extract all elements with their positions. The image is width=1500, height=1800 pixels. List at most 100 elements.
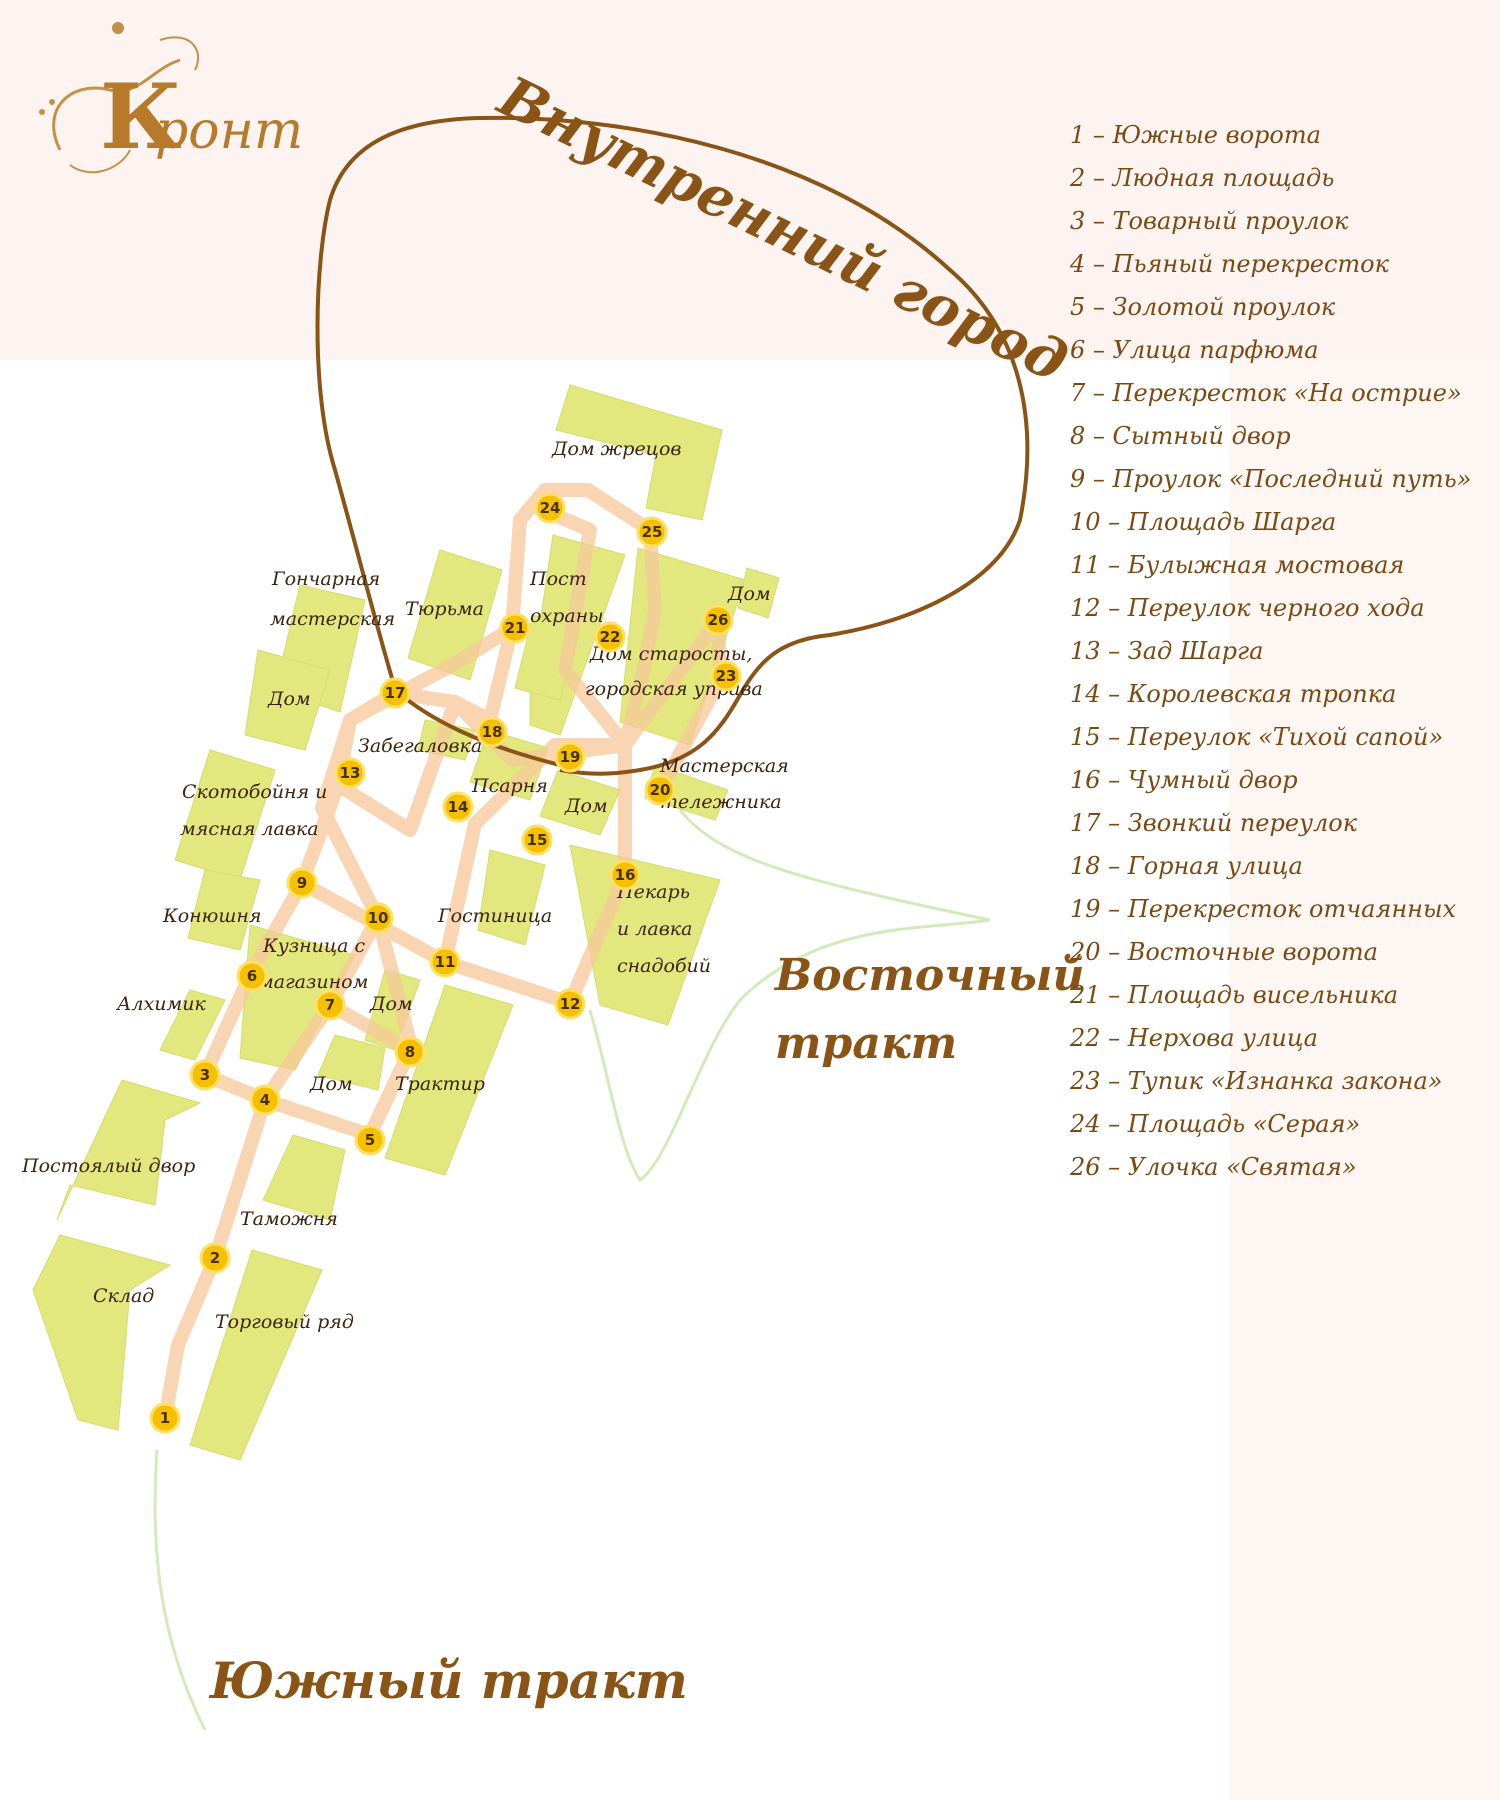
east-road-title-2: тракт xyxy=(775,1018,957,1069)
svg-text:19: 19 xyxy=(560,748,581,766)
label-house-5: Дом xyxy=(309,1073,353,1095)
roads-green xyxy=(153,809,991,1731)
marker-3[interactable]: 3 xyxy=(189,1059,221,1091)
svg-text:4: 4 xyxy=(260,1091,270,1109)
legend-item: 8 – Сытный двор xyxy=(1070,422,1291,450)
label-house-3: Дом xyxy=(564,795,608,817)
marker-1[interactable]: 1 xyxy=(149,1402,181,1434)
label-baker-3: снадобий xyxy=(617,955,711,977)
svg-text:14: 14 xyxy=(448,798,469,816)
marker-2[interactable]: 2 xyxy=(199,1242,231,1274)
right-band xyxy=(1230,360,1500,1800)
legend-item: 18 – Горная улица xyxy=(1070,852,1303,880)
marker-25[interactable]: 25 xyxy=(636,516,668,548)
marker-17[interactable]: 17 xyxy=(379,677,411,709)
label-customs: Таможня xyxy=(240,1208,338,1230)
marker-15[interactable]: 15 xyxy=(521,824,553,856)
label-smith-1: Кузница с xyxy=(262,935,365,957)
svg-text:26: 26 xyxy=(708,611,729,629)
marker-6[interactable]: 6 xyxy=(236,960,268,992)
buildings xyxy=(32,384,780,1461)
marker-19[interactable]: 19 xyxy=(554,741,586,773)
svg-text:7: 7 xyxy=(325,996,335,1014)
svg-text:17: 17 xyxy=(385,684,406,702)
label-alchemist: Алхимик xyxy=(115,993,206,1015)
marker-26[interactable]: 26 xyxy=(702,604,734,636)
legend: 1 – Южные ворота 2 – Людная площадь 3 – … xyxy=(1069,121,1471,1181)
svg-text:13: 13 xyxy=(340,764,361,782)
marker-12[interactable]: 12 xyxy=(554,988,586,1020)
legend-item: 16 – Чумный двор xyxy=(1070,766,1298,794)
label-guard-1: Пост xyxy=(529,568,587,590)
marker-21[interactable]: 21 xyxy=(499,612,531,644)
south-road-title: Южный тракт xyxy=(208,1651,688,1710)
svg-text:24: 24 xyxy=(540,499,561,517)
svg-text:1: 1 xyxy=(160,1409,170,1427)
marker-23[interactable]: 23 xyxy=(710,660,742,692)
label-potter-1: Гончарная xyxy=(271,568,380,590)
legend-item: 11 – Булыжная мостовая xyxy=(1070,551,1404,579)
svg-text:22: 22 xyxy=(600,628,621,646)
legend-item: 10 – Площадь Шарга xyxy=(1070,508,1336,536)
svg-text:21: 21 xyxy=(505,619,526,637)
marker-11[interactable]: 11 xyxy=(429,946,461,978)
marker-22[interactable]: 22 xyxy=(594,621,626,653)
marker-9[interactable]: 9 xyxy=(286,867,318,899)
svg-text:10: 10 xyxy=(368,909,389,927)
marker-18[interactable]: 18 xyxy=(476,716,508,748)
logo: К ронт xyxy=(39,22,303,174)
label-cart-2: тележника xyxy=(660,791,782,813)
east-road-title-1: Восточный xyxy=(773,950,1085,1001)
label-smith-2: магазином xyxy=(258,971,368,993)
building-labels: Дом жрецов Гончарная мастерская Тюрьма П… xyxy=(21,438,789,1333)
svg-text:12: 12 xyxy=(560,995,581,1013)
marker-8[interactable]: 8 xyxy=(394,1036,426,1068)
legend-item: 4 – Пьяный перекресток xyxy=(1069,250,1390,278)
label-inn: Гостиница xyxy=(437,905,552,927)
label-potter-2: мастерская xyxy=(270,608,395,630)
svg-text:5: 5 xyxy=(365,1131,375,1149)
legend-item: 13 – Зад Шарга xyxy=(1070,637,1263,665)
label-lodging: Постоялый двор xyxy=(21,1155,195,1177)
route-network xyxy=(158,483,727,1425)
inner-city-boundary xyxy=(315,115,1030,776)
label-stable: Конюшня xyxy=(162,905,261,927)
legend-item: 20 – Восточные ворота xyxy=(1069,938,1378,966)
marker-7[interactable]: 7 xyxy=(314,989,346,1021)
label-house-2: Дом xyxy=(267,688,311,710)
svg-text:15: 15 xyxy=(527,831,548,849)
label-prison: Тюрьма xyxy=(405,598,484,620)
legend-item: 14 – Королевская тропка xyxy=(1070,680,1396,708)
legend-item: 19 – Перекресток отчаянных xyxy=(1070,895,1457,923)
marker-14[interactable]: 14 xyxy=(442,791,474,823)
label-tavern-small: Забегаловка xyxy=(358,735,482,757)
legend-item: 5 – Золотой проулок xyxy=(1070,293,1336,321)
label-priests: Дом жрецов xyxy=(551,438,681,460)
marker-20[interactable]: 20 xyxy=(644,774,676,806)
svg-text:25: 25 xyxy=(642,523,663,541)
label-kennel: Псарня xyxy=(471,775,548,797)
marker-5[interactable]: 5 xyxy=(354,1124,386,1156)
svg-text:20: 20 xyxy=(650,781,671,799)
svg-text:3: 3 xyxy=(200,1066,210,1084)
svg-text:9: 9 xyxy=(297,874,307,892)
marker-24[interactable]: 24 xyxy=(534,492,566,524)
marker-4[interactable]: 4 xyxy=(249,1084,281,1116)
label-baker-2: и лавка xyxy=(617,918,692,940)
label-market: Торговый ряд xyxy=(215,1311,354,1333)
legend-item: 15 – Переулок «Тихой сапой» xyxy=(1070,723,1443,751)
marker-10[interactable]: 10 xyxy=(362,902,394,934)
top-band xyxy=(0,0,1500,360)
legend-item: 24 – Площадь «Серая» xyxy=(1069,1110,1360,1138)
label-elder-1: Дом старосты, xyxy=(589,643,752,665)
marker-16[interactable]: 16 xyxy=(609,859,641,891)
marker-13[interactable]: 13 xyxy=(334,757,366,789)
legend-item: 2 – Людная площадь xyxy=(1069,164,1334,192)
legend-item: 7 – Перекресток «На острие» xyxy=(1070,379,1462,407)
label-house-4: Дом xyxy=(369,993,413,1015)
logo-text: ронт xyxy=(155,101,303,161)
svg-text:23: 23 xyxy=(716,667,737,685)
legend-item: 21 – Площадь висельника xyxy=(1069,981,1398,1009)
legend-item: 26 – Улочка «Святая» xyxy=(1069,1153,1357,1181)
